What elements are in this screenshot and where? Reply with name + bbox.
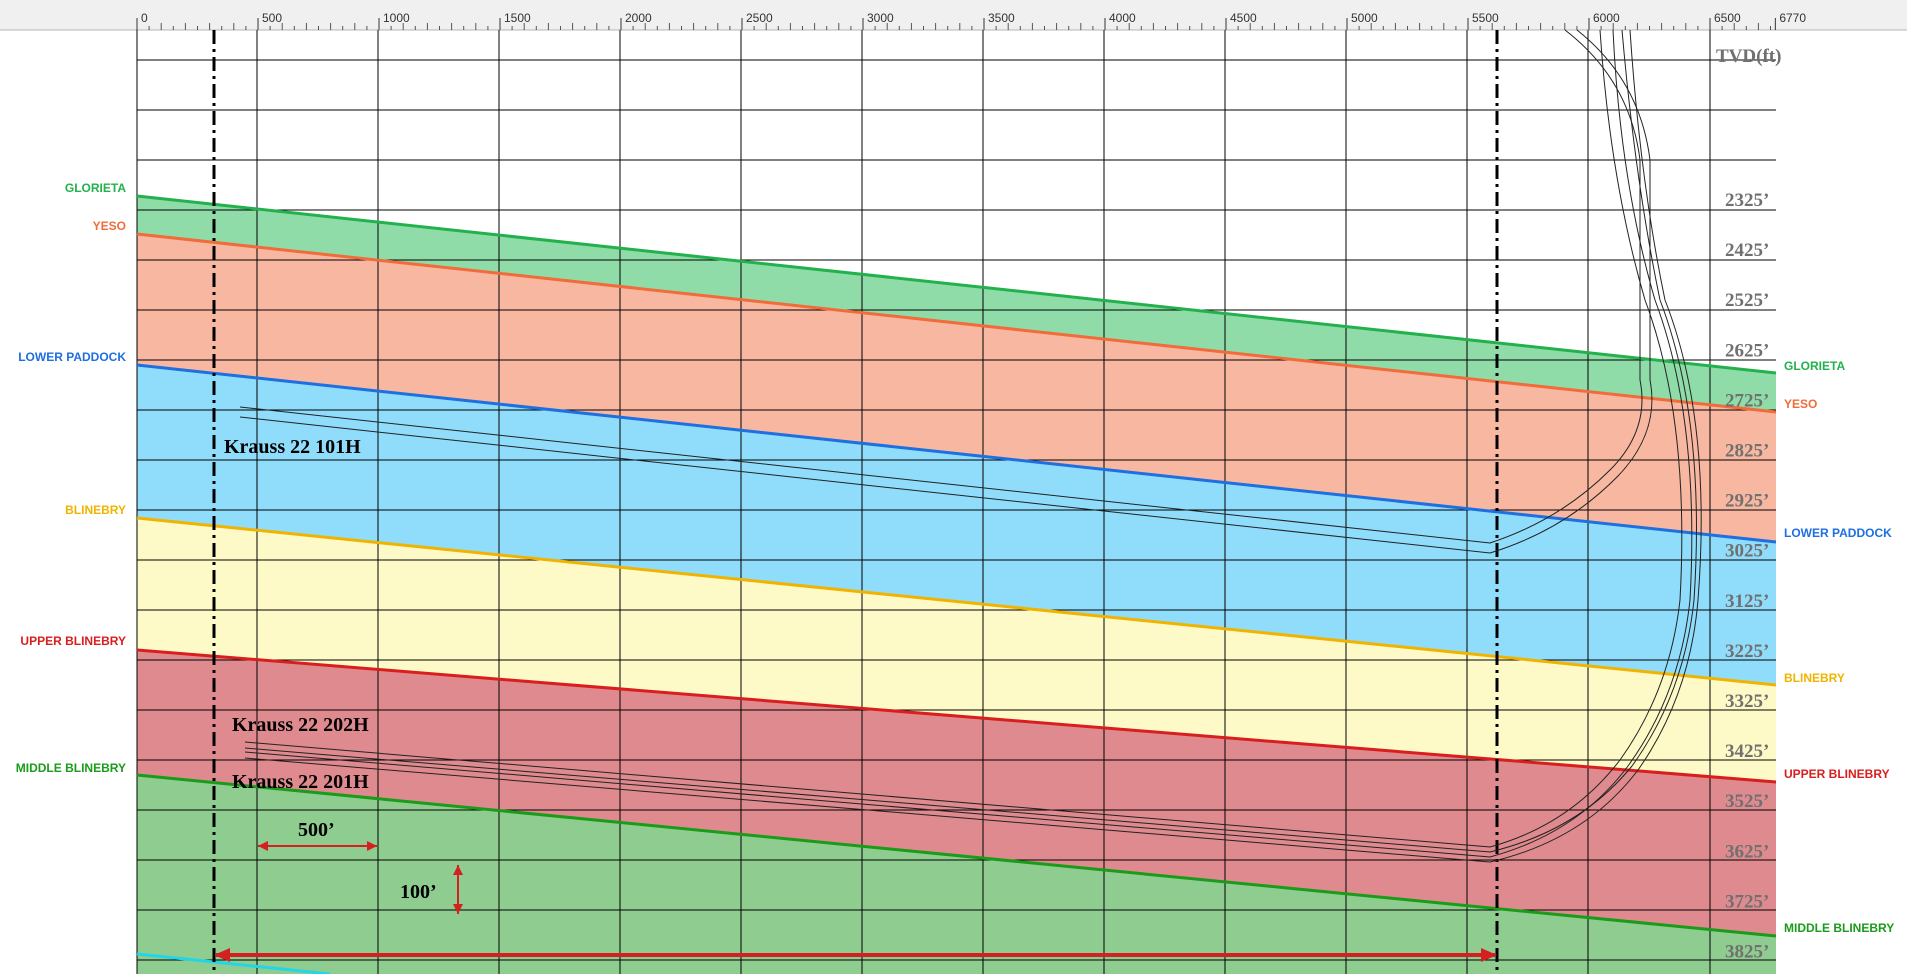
ruler-tick-label: 6000 — [1593, 11, 1620, 25]
well-101h-path-edge — [239, 29, 1653, 554]
tvd-label: 3425’ — [1725, 741, 1769, 762]
ruler-tick-label: 0 — [141, 11, 148, 25]
well-label-101h: Krauss 22 101H — [224, 436, 361, 458]
formation-label-right: LOWER PADDOCK — [1784, 526, 1892, 540]
well-label-201h: Krauss 22 201H — [232, 771, 369, 793]
well-201h-path — [244, 29, 1702, 863]
tvd-label: 3125’ — [1725, 591, 1769, 612]
formation-label-right: GLORIETA — [1784, 359, 1845, 373]
lower-formation-line — [136, 952, 331, 974]
glorieta-zone — [137, 196, 1776, 412]
tvd-label: 2625’ — [1725, 340, 1769, 361]
middle-blinebry-line — [136, 773, 1777, 938]
tvd-label: 2925’ — [1725, 491, 1769, 512]
formation-label-left: YESO — [93, 219, 126, 233]
scale-bars: 500’ 100’ — [214, 819, 1497, 962]
grid — [136, 30, 1776, 974]
upper-blinebry-line — [136, 648, 1777, 784]
tvd-label: 3225’ — [1725, 641, 1769, 662]
tvd-header: TVD(ft) — [1716, 46, 1781, 67]
formation-label-left: GLORIETA — [65, 181, 126, 195]
middle-blinebry-zone — [137, 775, 1776, 974]
tvd-label: 2325’ — [1725, 190, 1769, 211]
well-101h-path — [239, 29, 1643, 544]
lease-boundaries — [212, 30, 1499, 974]
ruler-tick-label: 2500 — [746, 11, 773, 25]
formation-labels-left: GLORIETA YESO LOWER PADDOCK BLINEBRY UPPER B… — [16, 181, 127, 775]
formation-label-left: BLINEBRY — [65, 503, 126, 517]
tvd-label: 2525’ — [1725, 290, 1769, 311]
tvd-label: 2825’ — [1725, 441, 1769, 462]
blinebry-line — [136, 516, 1777, 687]
upper-blinebry-zone — [137, 650, 1776, 936]
tvd-label: 3725’ — [1725, 891, 1769, 912]
ruler-tick-label: 3000 — [867, 11, 894, 25]
formation-label-right: YESO — [1784, 397, 1817, 411]
yeso-zone — [137, 234, 1776, 542]
ruler-tick-label: 5000 — [1351, 11, 1378, 25]
tvd-label: 2725’ — [1725, 390, 1769, 411]
blinebry-zone — [137, 518, 1776, 782]
tvd-label: 2425’ — [1725, 240, 1769, 261]
lower-paddock-line — [136, 363, 1777, 544]
top-ruler: 0 500 1000 1500 2000 2500 3000 3500 4000 4500 5000… — [0, 0, 1907, 31]
formation-zones — [137, 196, 1776, 974]
glorieta-line — [136, 194, 1777, 375]
ruler-tick-label: 1500 — [504, 11, 531, 25]
formation-labels-right: GLORIETA YESO LOWER PADDOCK BLINEBRY UPPER B… — [1784, 359, 1894, 935]
formation-label-right: BLINEBRY — [1784, 671, 1845, 685]
formation-label-left: LOWER PADDOCK — [18, 350, 126, 364]
lower-paddock-zone — [137, 365, 1776, 685]
well-202h-path — [244, 29, 1683, 848]
ruler-tick-label: 3500 — [988, 11, 1015, 25]
tvd-label: 3825’ — [1725, 942, 1769, 963]
formation-lines — [136, 194, 1777, 974]
ruler-tick-label: 4500 — [1230, 11, 1257, 25]
horizontal-scale-label: 500’ — [298, 819, 335, 841]
well-201h-path-edge — [244, 29, 1697, 853]
ruler-tick-label: 500 — [262, 11, 282, 25]
well-paths — [239, 29, 1702, 863]
tvd-column: TVD(ft) 2325’ 2425’ 2525’ 2625’ 2725’ 2825’ 29… — [1716, 46, 1781, 963]
ruler-tick-label: 1000 — [383, 11, 410, 25]
well-202h-path-edge — [244, 29, 1693, 858]
ruler-tick-label: 6770 — [1779, 11, 1806, 25]
ruler-tick-label: 6500 — [1714, 11, 1741, 25]
ruler-tick-label: 4000 — [1109, 11, 1136, 25]
formation-label-left: UPPER BLINEBRY — [20, 634, 126, 648]
ruler-major-ticks: 0 500 1000 1500 2000 2500 3000 3500 4000 4500 5000… — [136, 11, 1806, 30]
tvd-label: 3325’ — [1725, 691, 1769, 712]
yeso-line — [136, 232, 1777, 414]
formation-label-right: UPPER BLINEBRY — [1784, 767, 1890, 781]
formation-label-right: MIDDLE BLINEBRY — [1784, 921, 1894, 935]
vertical-scale-label: 100’ — [400, 881, 437, 903]
formation-label-left: MIDDLE BLINEBRY — [16, 761, 126, 775]
well-label-202h: Krauss 22 202H — [232, 714, 369, 736]
ruler-tick-label: 2000 — [625, 11, 652, 25]
tvd-label: 3625’ — [1725, 841, 1769, 862]
tvd-label: 3525’ — [1725, 791, 1769, 812]
tvd-label: 3025’ — [1725, 541, 1769, 562]
ruler-tick-label: 5500 — [1472, 11, 1499, 25]
